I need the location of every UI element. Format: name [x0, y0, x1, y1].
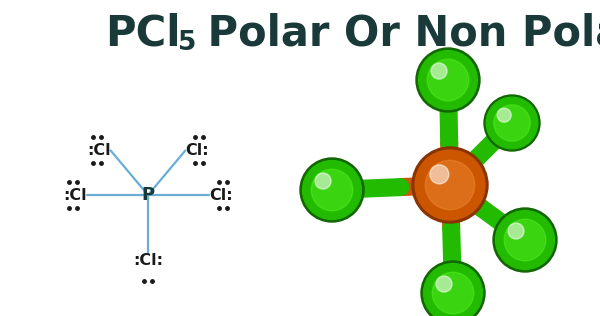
Text: 5: 5: [178, 30, 196, 56]
Text: Cl:: Cl:: [209, 187, 233, 203]
Circle shape: [497, 108, 511, 122]
Circle shape: [493, 208, 557, 272]
Circle shape: [496, 210, 554, 270]
Circle shape: [432, 272, 474, 314]
Circle shape: [425, 160, 475, 210]
Text: :Cl: :Cl: [64, 187, 87, 203]
Circle shape: [300, 158, 364, 222]
Circle shape: [421, 261, 485, 316]
Circle shape: [424, 264, 482, 316]
Circle shape: [419, 51, 478, 109]
Circle shape: [416, 48, 480, 112]
Text: :Cl:: :Cl:: [133, 253, 163, 268]
Text: Polar Or Non Polar: Polar Or Non Polar: [193, 12, 600, 54]
Circle shape: [486, 97, 538, 149]
Text: Cl:: Cl:: [185, 143, 209, 158]
Circle shape: [436, 276, 452, 292]
Circle shape: [508, 223, 524, 239]
Circle shape: [494, 105, 530, 141]
Circle shape: [412, 147, 488, 223]
Circle shape: [427, 59, 469, 101]
Circle shape: [504, 219, 546, 261]
Text: :Cl: :Cl: [87, 143, 111, 158]
Circle shape: [311, 169, 353, 211]
Circle shape: [484, 95, 540, 151]
Circle shape: [430, 165, 449, 184]
Circle shape: [315, 173, 331, 189]
Text: P: P: [142, 186, 155, 204]
Text: PCl: PCl: [105, 12, 181, 54]
Circle shape: [302, 161, 361, 219]
Circle shape: [431, 63, 447, 79]
Circle shape: [415, 150, 485, 220]
